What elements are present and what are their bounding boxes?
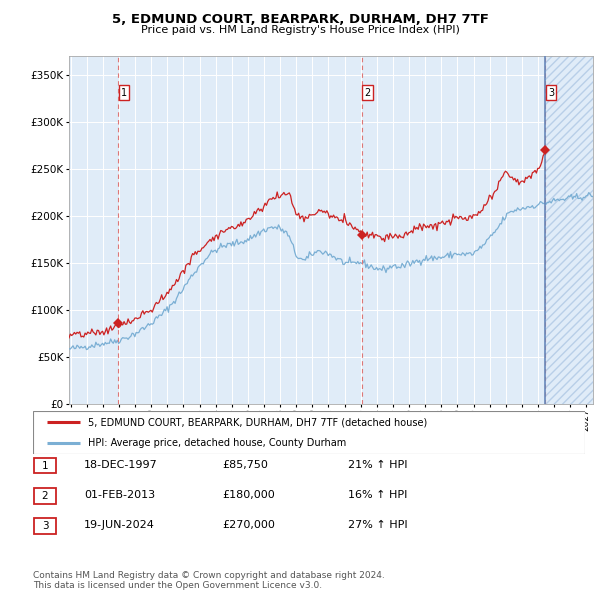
Text: Price paid vs. HM Land Registry's House Price Index (HPI): Price paid vs. HM Land Registry's House …: [140, 25, 460, 35]
Text: 3: 3: [41, 521, 49, 530]
Text: Contains HM Land Registry data © Crown copyright and database right 2024.
This d: Contains HM Land Registry data © Crown c…: [33, 571, 385, 590]
FancyBboxPatch shape: [34, 488, 56, 503]
Text: 21% ↑ HPI: 21% ↑ HPI: [348, 460, 407, 470]
Text: 2: 2: [364, 87, 371, 97]
Text: 27% ↑ HPI: 27% ↑ HPI: [348, 520, 407, 530]
Text: 19-JUN-2024: 19-JUN-2024: [84, 520, 155, 530]
Bar: [545, 56, 593, 404]
Text: 5, EDMUND COURT, BEARPARK, DURHAM, DH7 7TF: 5, EDMUND COURT, BEARPARK, DURHAM, DH7 7…: [112, 13, 488, 26]
Text: 1: 1: [121, 87, 127, 97]
Text: £85,750: £85,750: [222, 460, 268, 470]
FancyBboxPatch shape: [33, 411, 585, 454]
Text: 3: 3: [548, 87, 554, 97]
Text: £270,000: £270,000: [222, 520, 275, 530]
Text: £180,000: £180,000: [222, 490, 275, 500]
Text: HPI: Average price, detached house, County Durham: HPI: Average price, detached house, Coun…: [88, 438, 346, 448]
Text: 16% ↑ HPI: 16% ↑ HPI: [348, 490, 407, 500]
Text: 1: 1: [41, 461, 49, 470]
FancyBboxPatch shape: [34, 458, 56, 473]
Text: 5, EDMUND COURT, BEARPARK, DURHAM, DH7 7TF (detached house): 5, EDMUND COURT, BEARPARK, DURHAM, DH7 7…: [88, 418, 427, 427]
Text: 18-DEC-1997: 18-DEC-1997: [84, 460, 158, 470]
Text: 01-FEB-2013: 01-FEB-2013: [84, 490, 155, 500]
FancyBboxPatch shape: [34, 518, 56, 533]
Text: 2: 2: [41, 491, 49, 500]
